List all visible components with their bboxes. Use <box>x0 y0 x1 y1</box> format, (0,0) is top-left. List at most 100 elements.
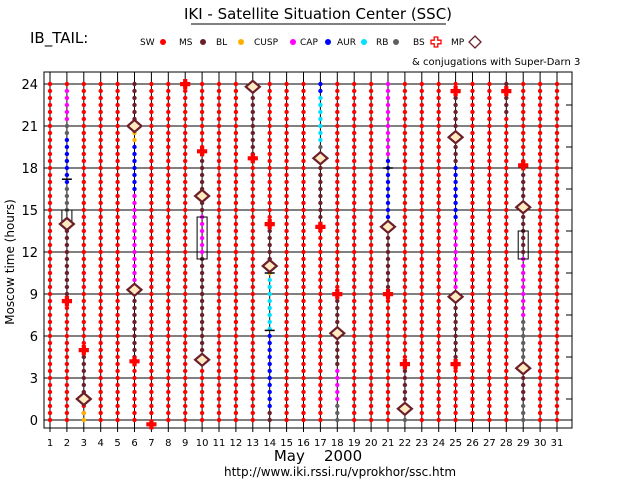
region-point-sw <box>98 88 103 94</box>
region-point-sw <box>504 298 509 304</box>
region-point-sw <box>284 270 289 276</box>
y-tick-label: 24 <box>21 78 38 93</box>
region-point-sw <box>419 186 424 192</box>
region-point-sw <box>149 319 154 325</box>
region-point-sw <box>487 158 492 164</box>
region-point-rb <box>335 403 340 409</box>
region-point-sw <box>521 109 526 115</box>
region-point-rb <box>521 410 526 416</box>
region-point-sw <box>81 319 87 325</box>
region-point-ms <box>132 333 137 339</box>
region-point-cusp <box>335 375 340 381</box>
region-point-ms <box>521 382 526 388</box>
region-point-sw <box>419 221 424 227</box>
region-point-aur <box>267 298 272 304</box>
region-point-sw <box>554 375 560 381</box>
region-point-sw <box>284 179 289 185</box>
region-point-sw <box>216 340 222 346</box>
region-point-sw <box>267 88 272 94</box>
region-point-sw <box>318 277 323 283</box>
region-point-sw <box>98 375 103 381</box>
legend-label-rb: RB <box>376 38 388 48</box>
region-point-sw <box>436 389 441 395</box>
region-point-sw <box>115 207 120 213</box>
region-point-sw <box>149 347 154 353</box>
region-point-sw <box>250 277 255 283</box>
region-point-sw <box>487 123 492 129</box>
region-point-sw <box>250 312 255 318</box>
region-point-sw <box>436 305 441 311</box>
region-point-sw <box>504 305 509 311</box>
region-point-sw <box>487 81 492 87</box>
region-point-sw <box>115 396 120 402</box>
region-point-sw <box>284 81 289 87</box>
region-point-sw <box>352 88 357 94</box>
region-point-sw <box>115 270 120 276</box>
region-point-sw <box>487 417 492 423</box>
region-point-sw <box>183 228 188 234</box>
region-point-sw <box>47 88 53 94</box>
region-point-sw <box>419 319 424 325</box>
region-point-sw <box>267 165 272 171</box>
x-tick-label: 15 <box>280 438 293 449</box>
region-point-sw <box>284 158 289 164</box>
region-point-sw <box>149 102 154 108</box>
bow-shock-crossing-marker <box>518 160 529 171</box>
region-point-sw <box>166 235 171 241</box>
region-point-cap <box>267 396 272 402</box>
region-point-sw <box>368 179 374 185</box>
region-point-sw <box>183 123 188 129</box>
region-point-sw <box>47 144 53 150</box>
region-point-sw <box>554 340 560 346</box>
region-point-sw <box>301 172 306 178</box>
region-point-sw <box>352 333 357 339</box>
region-point-cusp <box>453 270 458 276</box>
region-point-sw <box>115 361 120 367</box>
region-point-cap <box>267 347 272 353</box>
region-point-ms <box>199 319 205 325</box>
region-point-cap <box>453 186 458 192</box>
region-point-sw <box>385 354 391 360</box>
region-point-ms <box>81 354 87 360</box>
region-point-sw <box>554 214 560 220</box>
region-point-sw <box>504 186 509 192</box>
region-point-cusp <box>521 270 526 276</box>
region-point-sw <box>233 88 239 94</box>
region-point-sw <box>537 228 543 234</box>
region-point-sw <box>47 165 53 171</box>
region-point-ms <box>199 172 205 178</box>
region-point-sw <box>419 284 424 290</box>
region-point-sw <box>554 396 560 402</box>
region-point-sw <box>453 410 458 416</box>
region-point-sw <box>81 116 87 122</box>
region-point-sw <box>554 326 560 332</box>
region-point-sw <box>554 347 560 353</box>
region-point-sw <box>504 165 509 171</box>
region-point-sw <box>233 340 239 346</box>
region-point-sw <box>284 123 289 129</box>
region-point-sw <box>537 326 543 332</box>
region-point-sw <box>368 368 374 374</box>
region-point-sw <box>470 186 475 192</box>
region-point-sw <box>233 361 239 367</box>
region-point-sw <box>250 172 255 178</box>
region-point-ms <box>453 158 458 164</box>
region-point-sw <box>318 298 323 304</box>
region-point-sw <box>352 207 357 213</box>
region-point-sw <box>250 382 255 388</box>
region-point-sw <box>166 396 171 402</box>
region-point-sw <box>402 179 408 185</box>
region-point-sw <box>554 102 560 108</box>
region-point-sw <box>216 312 222 318</box>
region-point-sw <box>47 242 53 248</box>
region-point-sw <box>233 368 239 374</box>
region-point-sw <box>385 389 391 395</box>
region-point-sw <box>47 214 53 220</box>
region-point-sw <box>453 396 458 402</box>
region-point-sw <box>98 207 103 213</box>
region-point-sw <box>554 137 560 143</box>
magnetopause-crossing-marker <box>125 282 144 298</box>
region-point-sw <box>233 375 239 381</box>
region-point-sw <box>419 270 424 276</box>
region-point-sw <box>250 291 255 297</box>
